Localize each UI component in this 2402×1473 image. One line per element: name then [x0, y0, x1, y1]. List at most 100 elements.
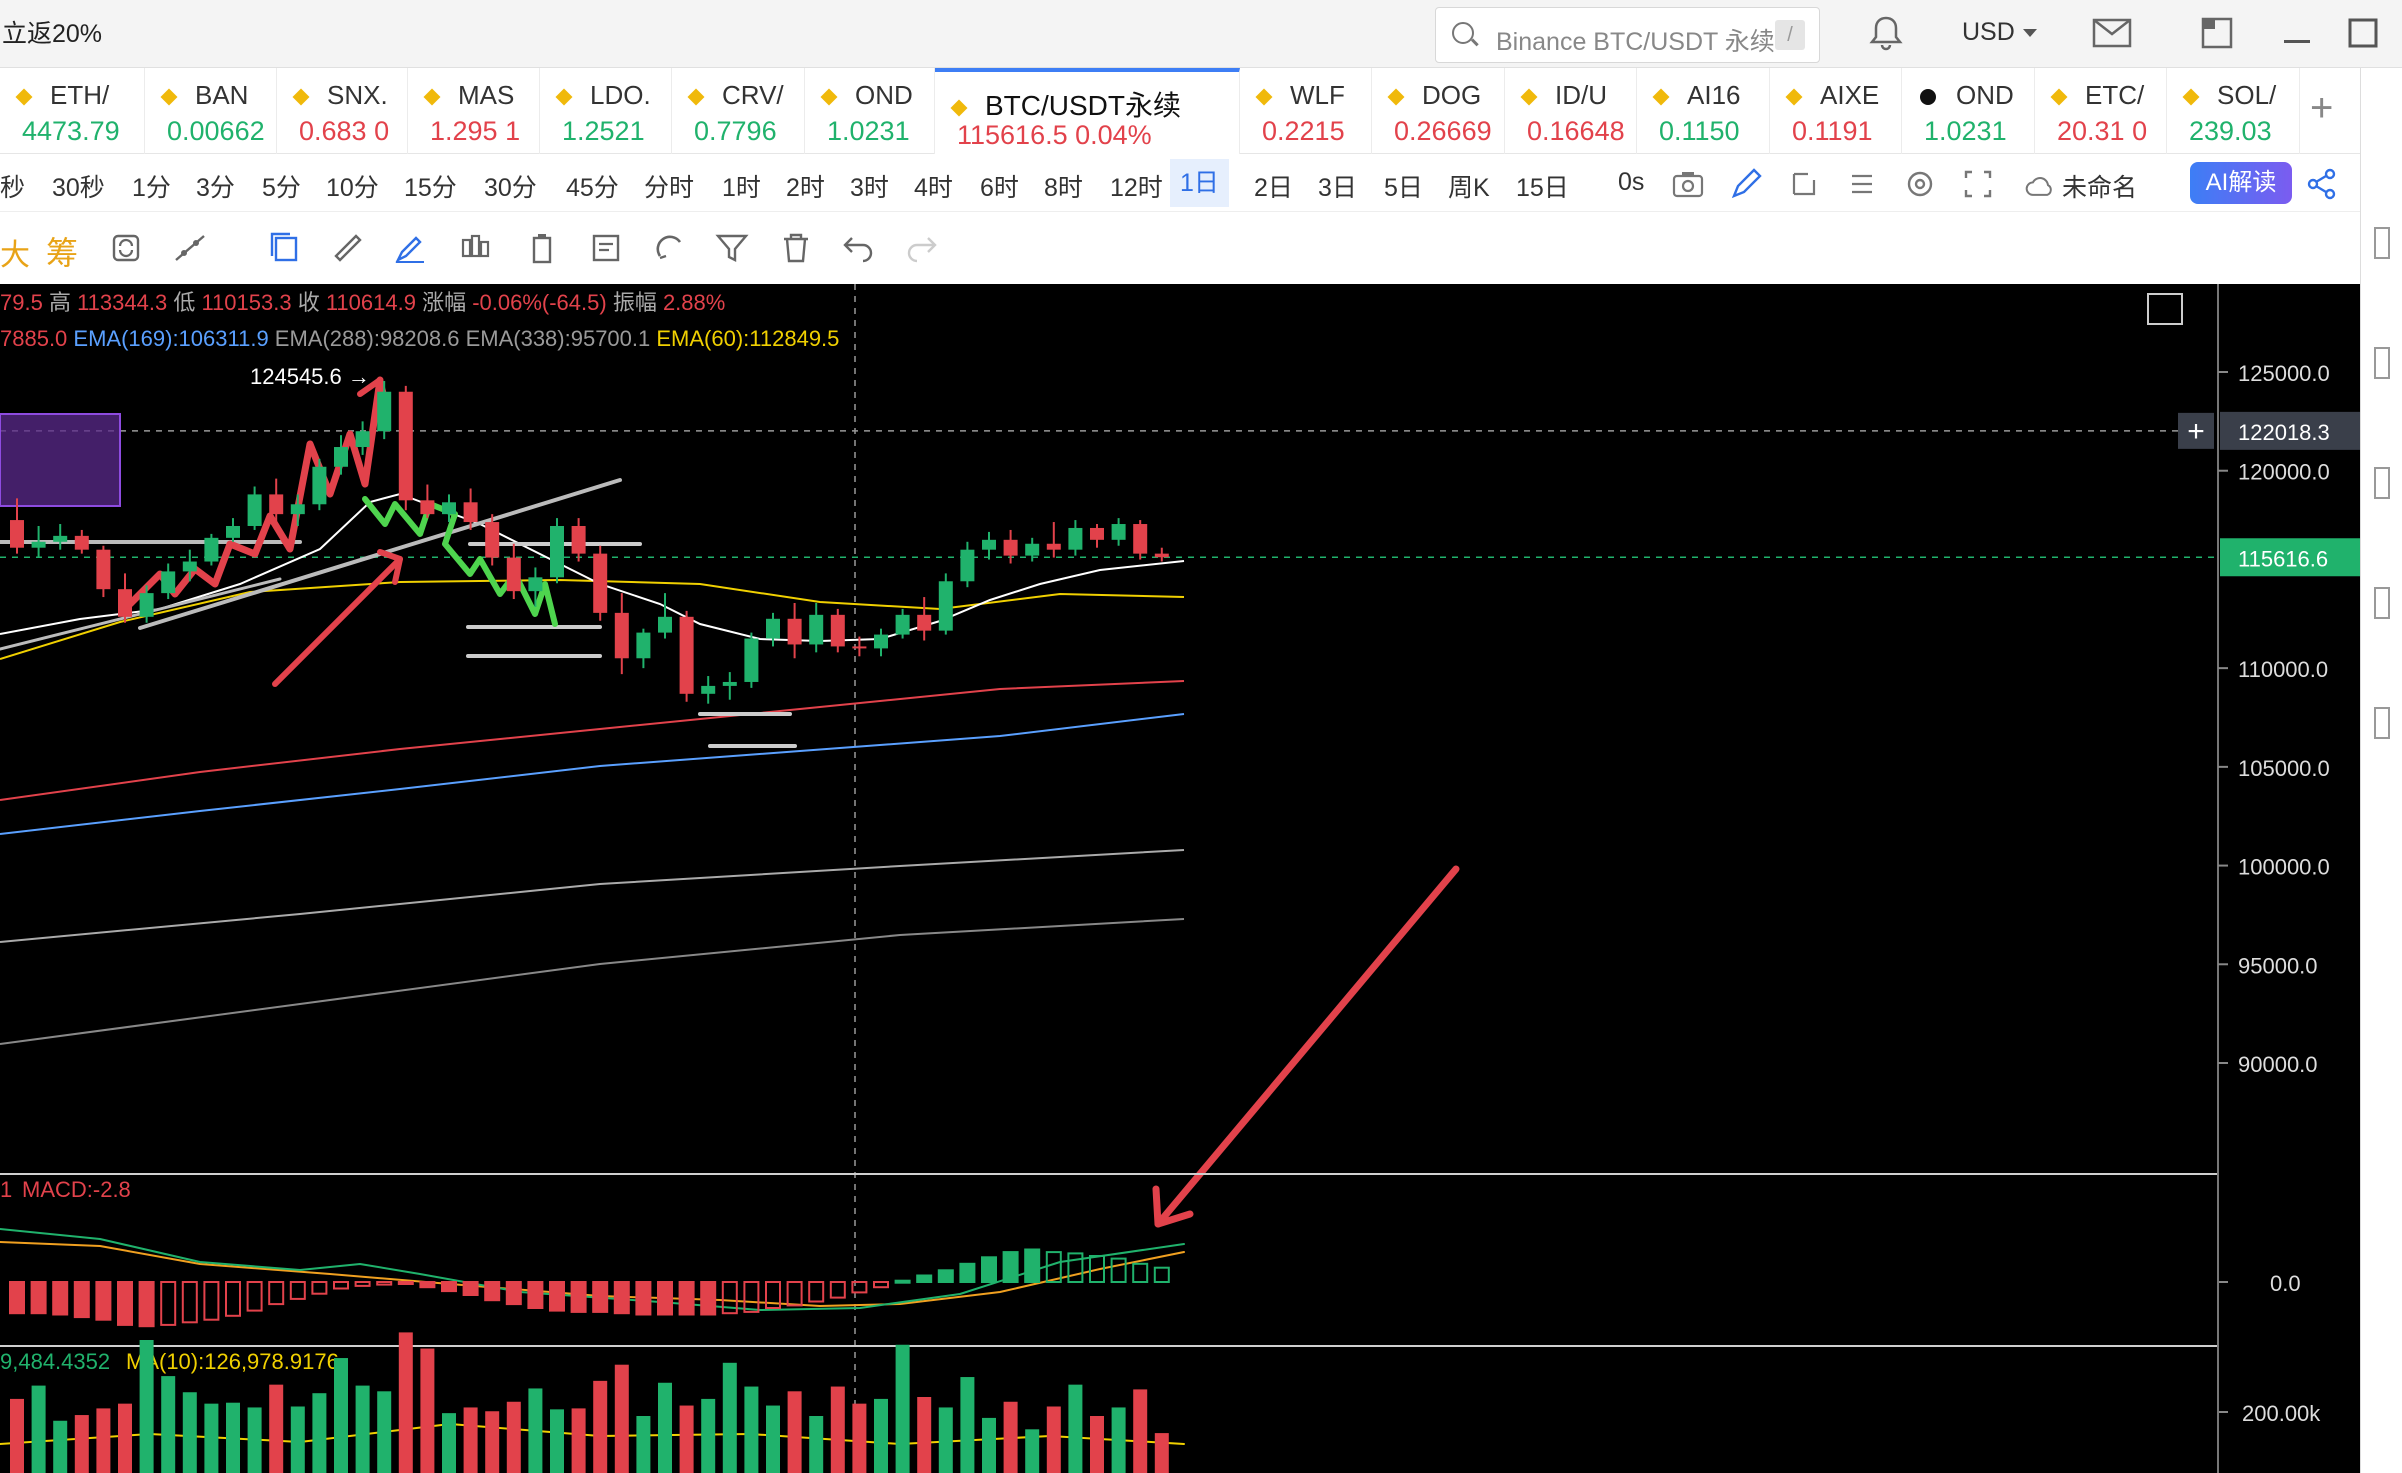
- last-price-label: 115616.6: [2238, 546, 2328, 571]
- ai-interpret-button[interactable]: AI解读: [2190, 162, 2292, 204]
- volume-bar: [485, 1411, 500, 1473]
- last-price-box: [2220, 538, 2360, 577]
- macd-bar: [441, 1281, 457, 1293]
- copy-icon[interactable]: [266, 230, 302, 266]
- draw-brush-icon[interactable]: [392, 230, 428, 266]
- ticker-tab-3[interactable]: MAS 1.295 1: [408, 68, 540, 154]
- interval-分时[interactable]: 分时: [644, 174, 695, 202]
- interval-1分[interactable]: 1分: [132, 174, 171, 202]
- interval-8时[interactable]: 8时: [1044, 174, 1083, 202]
- interval-4时[interactable]: 4时: [914, 174, 953, 202]
- interval-12时[interactable]: 12时: [1110, 174, 1163, 202]
- macd-bar: [9, 1281, 25, 1315]
- add-alert-button[interactable]: [2178, 412, 2214, 449]
- ticker-tab-13[interactable]: OND 1.0231: [1902, 68, 2035, 154]
- ticker-symbol: BTC/USDT永续: [985, 90, 1182, 121]
- interval-15分[interactable]: 15分: [404, 174, 457, 202]
- ticker-tab-1[interactable]: BAN 0.00662: [145, 68, 277, 154]
- mail-icon[interactable]: [2092, 18, 2132, 48]
- interval-30分[interactable]: 30分: [484, 174, 537, 202]
- ticker-price: 0.00662: [167, 116, 265, 146]
- side-tools[interactable]: [2369, 218, 2395, 918]
- candle-body: [874, 634, 888, 649]
- interval-2日[interactable]: 2日: [1254, 174, 1293, 202]
- crosshair-price-box: [2220, 411, 2360, 450]
- list-icon[interactable]: [1844, 166, 1880, 202]
- minimize-icon[interactable]: [2280, 16, 2314, 50]
- interval-3日[interactable]: 3日: [1318, 174, 1357, 202]
- battery-icon[interactable]: [524, 230, 560, 266]
- interval-5日[interactable]: 5日: [1384, 174, 1423, 202]
- interval-1时[interactable]: 1时: [722, 174, 761, 202]
- interval-周K[interactable]: 周K: [1448, 174, 1490, 202]
- ticker-tab-4[interactable]: LDO. 1.2521: [540, 68, 672, 154]
- ticker-bar: ETH/4473.79 BAN 0.00662 SNX. 0.683 0 MAS 1.295…: [0, 68, 2402, 154]
- interval-15日[interactable]: 15日: [1516, 174, 1569, 202]
- ticker-tab-11[interactable]: AI16 0.1150: [1637, 68, 1770, 154]
- camera-icon[interactable]: [1670, 166, 1706, 202]
- ticker-tab-0[interactable]: ETH/4473.79: [0, 68, 145, 154]
- magnet-icon[interactable]: [652, 230, 688, 266]
- interval-3时[interactable]: 3时: [850, 174, 889, 202]
- ticker-tab-14[interactable]: ETC/20.31 0: [2035, 68, 2167, 154]
- filter-icon[interactable]: [714, 230, 750, 266]
- candle-body: [766, 618, 780, 639]
- ticker-name: MAS: [423, 80, 514, 111]
- interval-30秒[interactable]: 30秒: [52, 174, 105, 202]
- ruler-icon[interactable]: [330, 230, 366, 266]
- undo-icon[interactable]: [840, 230, 876, 266]
- ticker-name: WLF: [1255, 80, 1345, 111]
- interval-1日[interactable]: 1日: [1170, 159, 1229, 207]
- cloud-icon[interactable]: [2024, 168, 2056, 204]
- trash-icon[interactable]: [778, 230, 814, 266]
- candle-style-icon[interactable]: [458, 230, 494, 266]
- macd-bar: [1024, 1248, 1041, 1283]
- interval-6时[interactable]: 6时: [980, 174, 1019, 202]
- ticker-tab-6[interactable]: OND 1.0231: [805, 68, 935, 154]
- ticker-tab-8[interactable]: WLF 0.2215: [1240, 68, 1372, 154]
- ticker-tab-10[interactable]: ID/U 0.16648: [1505, 68, 1637, 154]
- search-input[interactable]: Binance BTC/USDT 永续 /: [1435, 7, 1820, 63]
- candle-body: [679, 616, 694, 694]
- layout-window-icon[interactable]: [2200, 16, 2234, 50]
- layout-name-select[interactable]: 未命名: [2062, 174, 2138, 202]
- frame-icon[interactable]: [1786, 166, 1822, 202]
- volume-bar: [787, 1391, 802, 1473]
- ticker-tab-5[interactable]: CRV/0.7796: [672, 68, 805, 154]
- promo-text[interactable]: 立返20%: [2, 20, 103, 48]
- chart-canvas[interactable]: 79.5 高 113344.3 低 110153.3 收 110614.9 涨幅…: [0, 284, 2360, 1473]
- interval-2时[interactable]: 2时: [786, 174, 825, 202]
- ticker-tab-12[interactable]: AIXE 0.1191: [1770, 68, 1902, 154]
- fullscreen-icon[interactable]: [1960, 166, 1996, 202]
- macd-bar: [1089, 1255, 1105, 1283]
- interval-45分[interactable]: 45分: [566, 174, 619, 202]
- interval-5分[interactable]: 5分: [262, 174, 301, 202]
- settings-icon[interactable]: [1902, 166, 1938, 202]
- share-icon[interactable]: [2304, 166, 2340, 202]
- candle-body: [852, 646, 867, 649]
- interval-10分[interactable]: 10分: [326, 174, 379, 202]
- price-axis-label: 110000.0: [2238, 657, 2328, 682]
- price-axis-label: 95000.0: [2238, 953, 2318, 978]
- edit-note-icon[interactable]: [588, 230, 624, 266]
- ticker-tab-9[interactable]: DOG 0.26669: [1372, 68, 1505, 154]
- ticker-tab-7[interactable]: BTC/USDT永续 115616.5 0.04%: [935, 68, 1240, 154]
- ticker-tab-15[interactable]: SOL/239.03: [2167, 68, 2300, 154]
- chart-fullscreen-icon[interactable]: [2147, 293, 2183, 325]
- bell-icon[interactable]: [1868, 14, 1904, 52]
- trend-tool-icon[interactable]: [172, 230, 208, 266]
- pencil-icon[interactable]: [1728, 166, 1764, 202]
- big-tool[interactable]: 大: [0, 239, 30, 272]
- currency-select[interactable]: USD: [1962, 18, 2037, 47]
- sync-icon[interactable]: [108, 230, 144, 266]
- redo-icon[interactable]: [904, 230, 940, 266]
- interval-秒[interactable]: 秒: [0, 174, 26, 202]
- volume-bar: [377, 1391, 392, 1473]
- chart-area[interactable]: 79.5 高 113344.3 低 110153.3 收 110614.9 涨幅…: [0, 284, 2360, 1473]
- volume-bar: [31, 1385, 46, 1473]
- maximize-icon[interactable]: [2346, 16, 2380, 50]
- chip-distribution-tool[interactable]: 筹: [46, 235, 79, 271]
- ticker-tab-2[interactable]: SNX. 0.683 0: [277, 68, 408, 154]
- add-ticker-icon[interactable]: +: [2310, 86, 2334, 130]
- interval-3分[interactable]: 3分: [196, 174, 235, 202]
